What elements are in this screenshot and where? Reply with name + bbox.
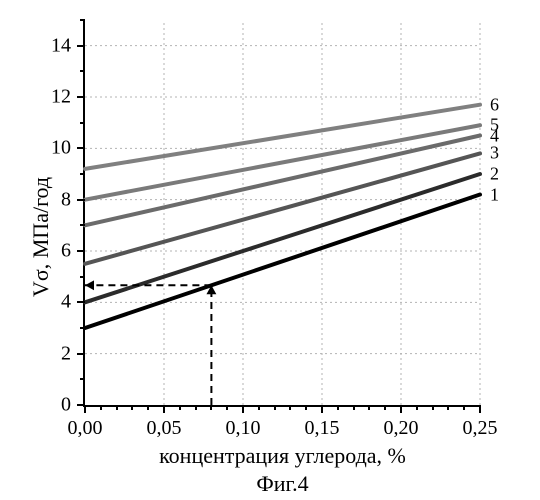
x-tick-minor	[179, 405, 181, 410]
x-tick-major	[163, 405, 165, 413]
y-tick-label: 12	[0, 86, 71, 109]
indicator-arrow-left	[85, 280, 94, 290]
x-tick-major	[242, 405, 244, 413]
y-tick-major	[77, 250, 85, 252]
x-tick-minor	[210, 405, 212, 410]
x-tick-minor	[368, 405, 370, 410]
x-tick-major	[400, 405, 402, 413]
y-axis-label: Vσ, МПа/год	[28, 177, 54, 297]
x-tick-minor	[226, 405, 228, 410]
y-tick-label: 2	[0, 342, 71, 365]
x-tick-minor	[447, 405, 449, 410]
y-tick-major	[77, 353, 85, 355]
x-tick-minor	[131, 405, 133, 410]
figure: 024681012140,000,050,100,150,200,25Vσ, М…	[0, 0, 540, 500]
y-tick-minor	[80, 327, 85, 329]
series-line-1	[85, 195, 480, 328]
y-tick-major	[77, 45, 85, 47]
y-tick-minor	[80, 122, 85, 124]
series-label-3: 3	[490, 143, 499, 164]
x-tick-minor	[289, 405, 291, 410]
x-axis-label: концентрация углерода, %	[85, 443, 480, 469]
x-tick-label: 0,15	[305, 417, 340, 440]
x-tick-minor	[195, 405, 197, 410]
y-tick-minor	[80, 276, 85, 278]
y-tick-label: 0	[0, 394, 71, 417]
x-tick-major	[479, 405, 481, 413]
y-tick-major	[77, 301, 85, 303]
y-tick-minor	[80, 173, 85, 175]
y-tick-minor	[80, 19, 85, 21]
x-tick-label: 0,05	[147, 417, 182, 440]
figure-caption: Фиг.4	[85, 471, 480, 497]
x-tick-minor	[463, 405, 465, 410]
x-tick-minor	[305, 405, 307, 410]
x-tick-minor	[258, 405, 260, 410]
y-tick-label: 14	[0, 34, 71, 57]
x-tick-major	[321, 405, 323, 413]
y-tick-label: 10	[0, 137, 71, 160]
x-tick-label: 0,20	[384, 417, 419, 440]
x-tick-minor	[147, 405, 149, 410]
series-label-2: 2	[490, 164, 499, 185]
x-tick-minor	[416, 405, 418, 410]
y-tick-minor	[80, 378, 85, 380]
y-tick-major	[77, 199, 85, 201]
y-tick-major	[77, 147, 85, 149]
x-tick-major	[84, 405, 86, 413]
series-line-3	[85, 153, 480, 263]
x-tick-minor	[116, 405, 118, 410]
y-tick-minor	[80, 70, 85, 72]
x-tick-minor	[100, 405, 102, 410]
series-line-4	[85, 136, 480, 226]
x-tick-minor	[384, 405, 386, 410]
x-tick-minor	[353, 405, 355, 410]
series-label-6: 6	[490, 94, 499, 115]
x-tick-minor	[337, 405, 339, 410]
x-tick-minor	[274, 405, 276, 410]
x-tick-label: 0,25	[463, 417, 498, 440]
y-tick-major	[77, 96, 85, 98]
y-tick-minor	[80, 224, 85, 226]
x-tick-label: 0,00	[68, 417, 103, 440]
series-line-2	[85, 174, 480, 302]
series-label-5: 5	[490, 115, 499, 136]
x-tick-minor	[432, 405, 434, 410]
x-tick-label: 0,10	[226, 417, 261, 440]
series-label-1: 1	[490, 184, 499, 205]
